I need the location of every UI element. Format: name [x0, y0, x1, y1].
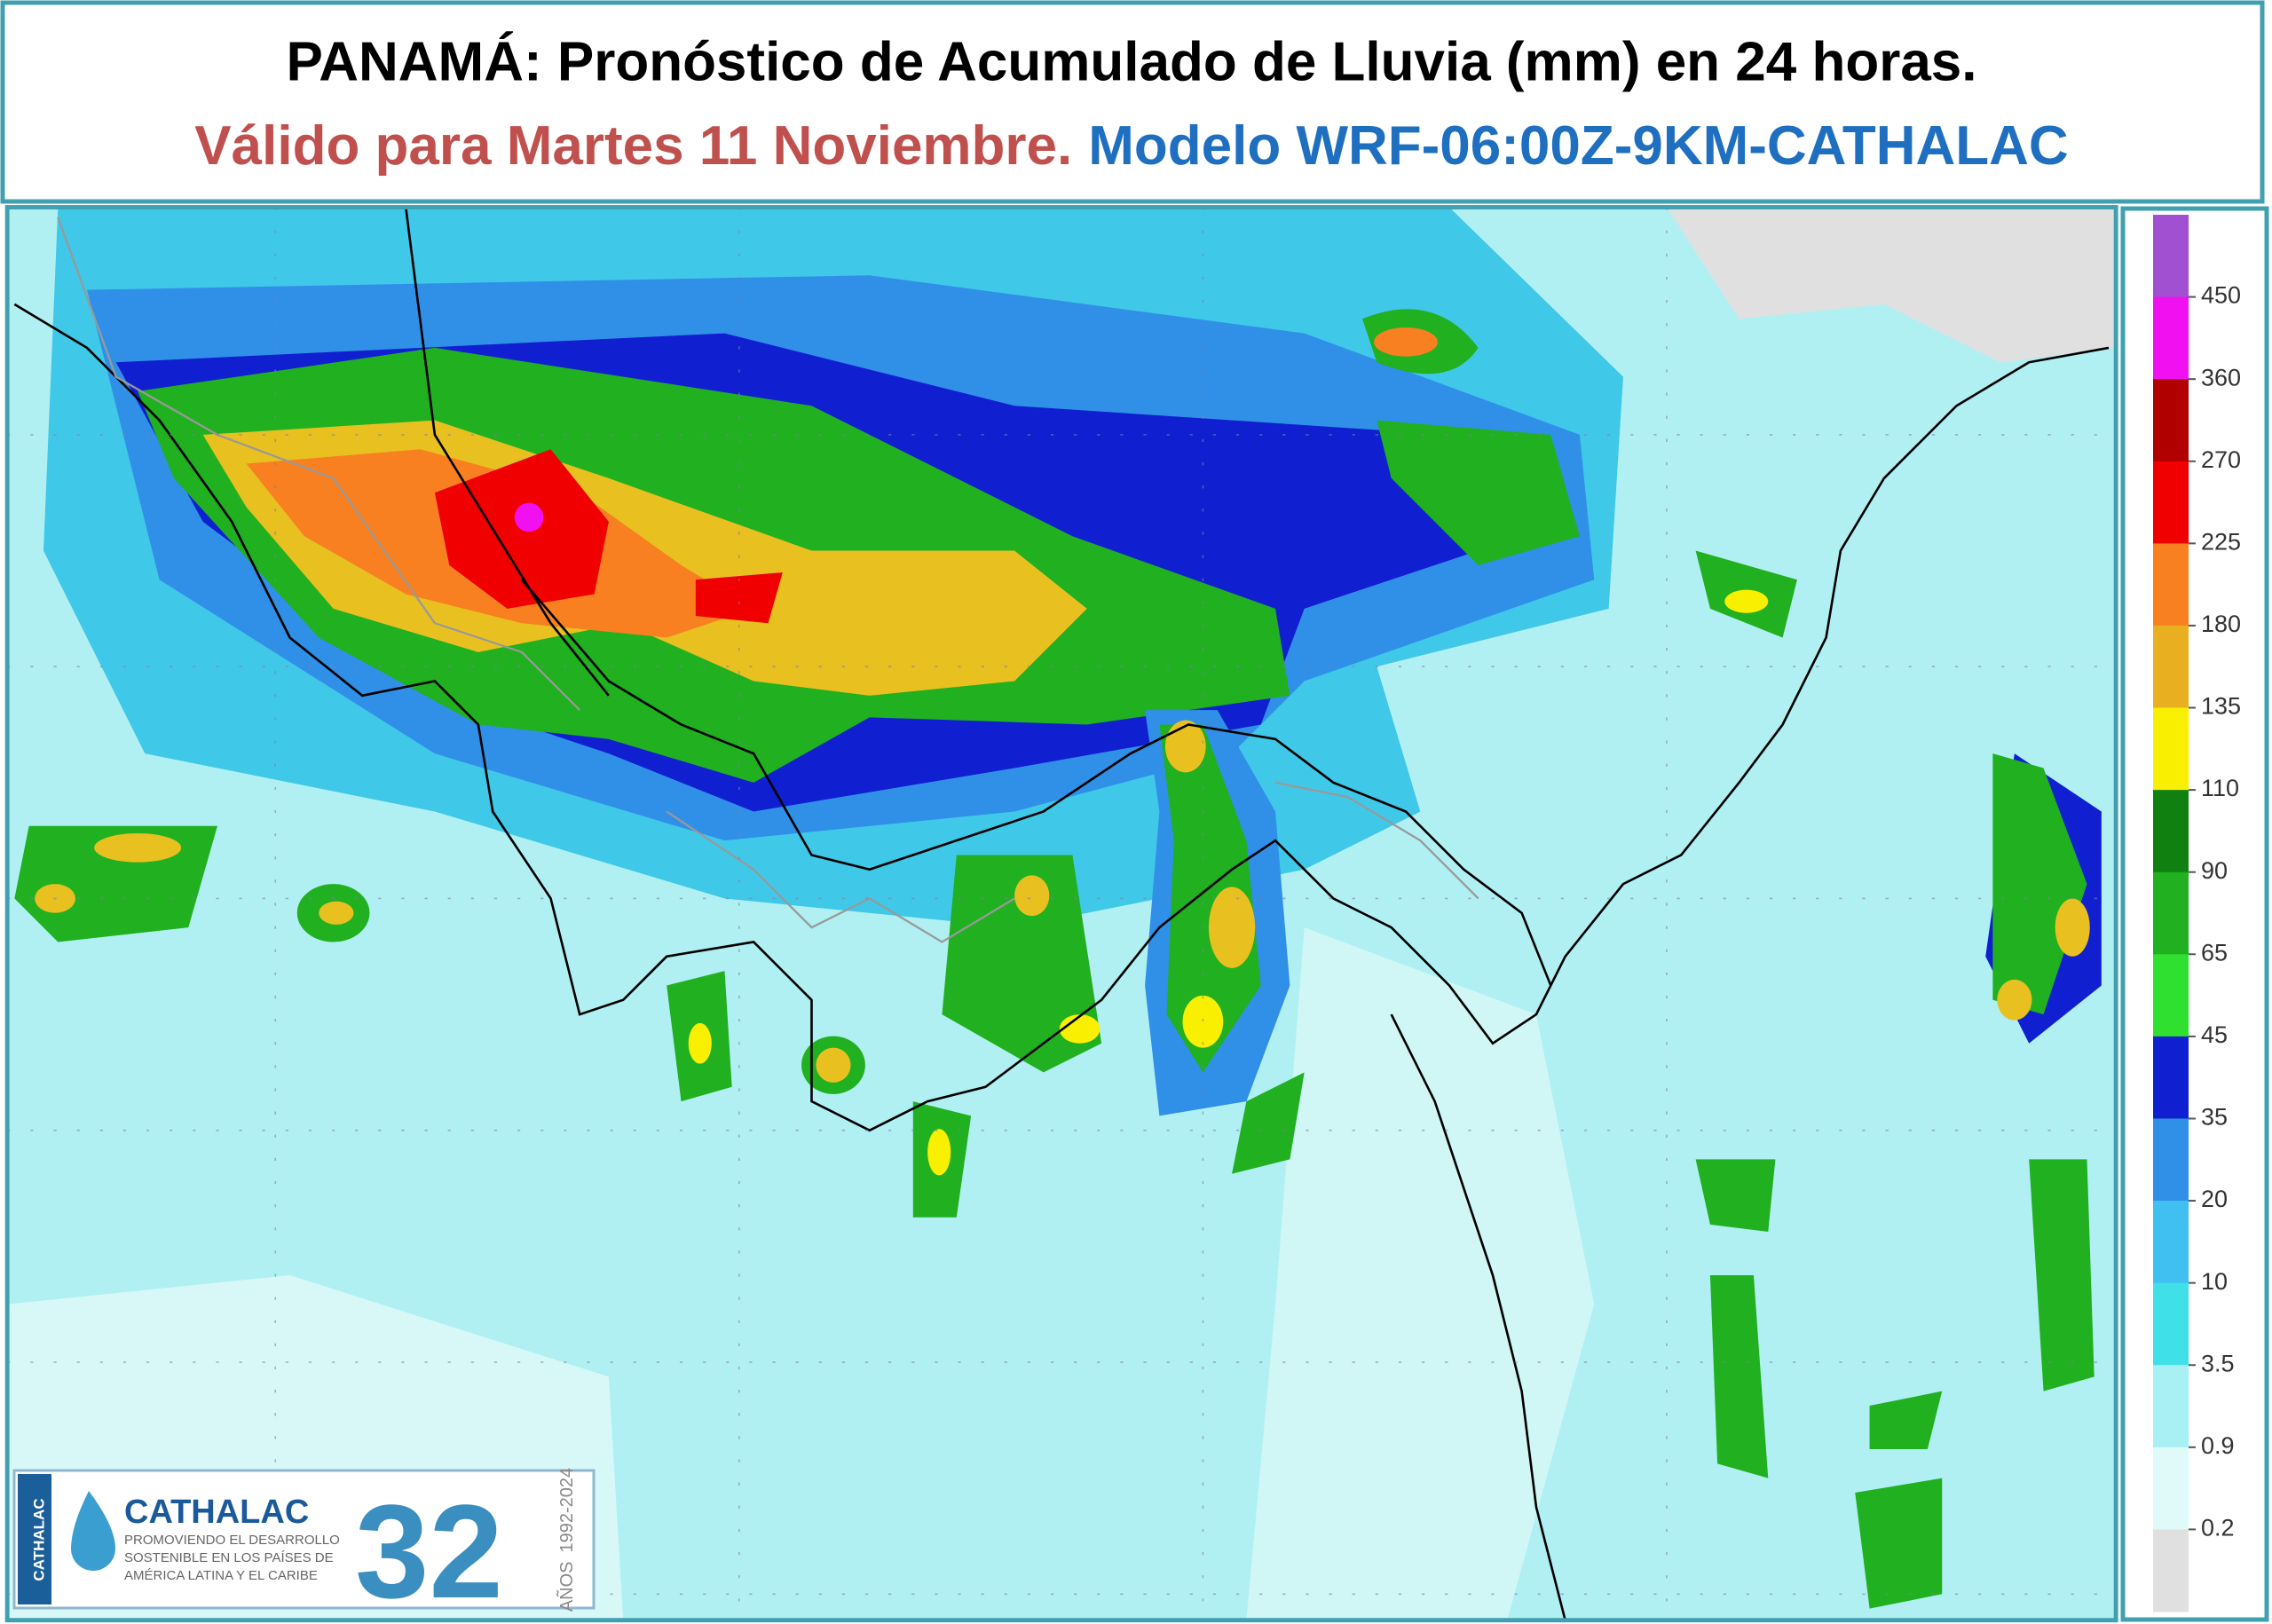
legend-swatch [2153, 296, 2189, 380]
legend: 450 360 270 225 180 135 110 90 65 45 35 20 10 3.5 0.9 0… [2153, 215, 2241, 1612]
legend-label: 270 [2201, 446, 2241, 473]
legend-label: 3.5 [2201, 1350, 2235, 1376]
legend-swatch [2153, 954, 2189, 1037]
legend-label: 90 [2201, 857, 2228, 884]
years-period: 1992-2024 [557, 1468, 577, 1553]
title: PANAMÁ: Pronóstico de Acumulado de Lluvi… [286, 31, 1976, 92]
legend-label: 10 [2201, 1268, 2228, 1295]
legend-label: 180 [2201, 611, 2241, 637]
legend-label: 35 [2201, 1104, 2228, 1131]
logo-tagline: PROMOVIENDO EL DESARROLLO [124, 1533, 340, 1548]
legend-swatch [2153, 707, 2189, 791]
legend-swatch [2153, 1201, 2189, 1284]
logo-years-label: AÑOS 1992-2024 [556, 1468, 577, 1612]
legend-label: 225 [2201, 528, 2241, 555]
logo: CATHALAC CATHALAC PROMOVIENDO EL DESARRO… [12, 1468, 596, 1624]
logo-years: 32 [355, 1477, 503, 1624]
legend-swatch [2153, 379, 2189, 462]
subtitle: Válido para Martes 11 Noviembre. Modelo W… [194, 115, 2068, 177]
years-label: AÑOS [556, 1561, 577, 1612]
legend-label: 135 [2201, 693, 2241, 720]
legend-swatch [2153, 1529, 2189, 1612]
legend-swatch [2153, 625, 2189, 709]
legend-label: 65 [2201, 939, 2228, 966]
legend-label: 450 [2201, 282, 2241, 309]
legend-label: 360 [2201, 364, 2241, 390]
legend-swatch [2153, 1118, 2189, 1202]
map [4, 205, 2118, 1623]
legend-label: 20 [2201, 1186, 2228, 1212]
logo-tagline: AMÉRICA LATINA Y EL CARIBE [124, 1568, 318, 1583]
logo-name: CATHALAC [124, 1494, 309, 1531]
legend-swatch [2153, 790, 2189, 873]
legend-label: 0.2 [2201, 1515, 2235, 1541]
header-box [0, 0, 2265, 204]
legend-label: 45 [2201, 1021, 2228, 1048]
legend-swatch [2153, 215, 2189, 298]
logo-tagline: SOSTENIBLE EN LOS PAÍSES DE [124, 1550, 334, 1565]
legend-swatch [2153, 461, 2189, 544]
valid-date: Válido para Martes 11 Noviembre. [194, 115, 1072, 177]
legend-swatch [2153, 1365, 2189, 1448]
legend-swatch [2153, 1036, 2189, 1119]
model-name: Modelo WRF-06:00Z-9KM-CATHALAC [1088, 115, 2068, 177]
legend-label: 0.9 [2201, 1432, 2235, 1459]
legend-swatch [2153, 1447, 2189, 1530]
legend-label: 110 [2201, 775, 2239, 801]
legend-swatch [2153, 871, 2189, 955]
logo-side-text: CATHALAC [30, 1498, 47, 1581]
legend-swatch [2153, 543, 2189, 627]
legend-swatch [2153, 1282, 2189, 1366]
legend-box [2120, 206, 2269, 1622]
